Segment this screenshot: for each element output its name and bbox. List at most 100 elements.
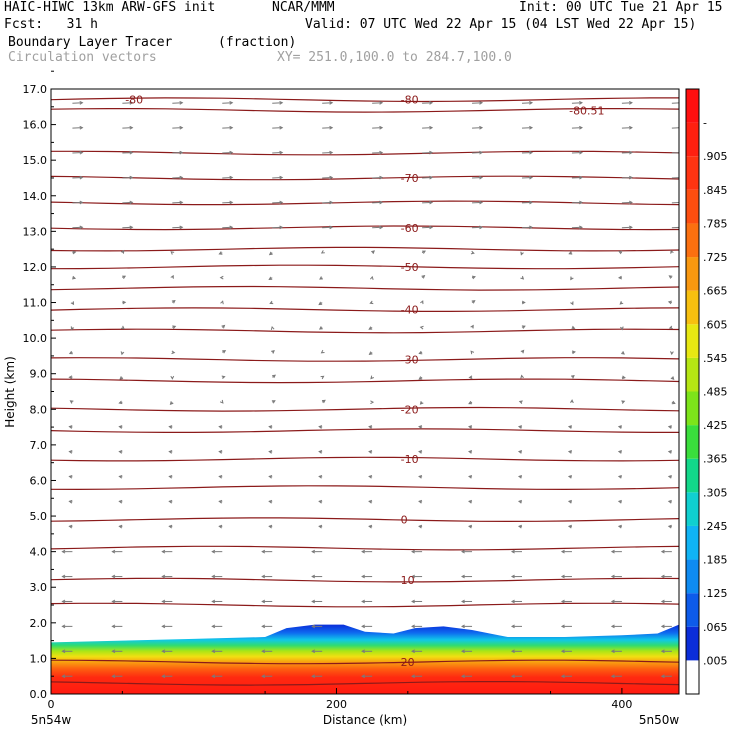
temperature-contours <box>51 97 679 686</box>
circulation-vector <box>272 125 284 130</box>
circulation-vector <box>468 524 473 529</box>
circulation-vector <box>418 524 423 529</box>
contour-line <box>51 485 679 491</box>
y-tick-label: 14.0 <box>23 190 48 203</box>
contour-line <box>51 659 679 665</box>
circulation-vector <box>72 175 84 180</box>
circulation-vector <box>111 549 123 554</box>
y-tick-label: 6.0 <box>30 474 48 487</box>
circulation-vector <box>560 599 572 604</box>
circulation-vector <box>218 251 223 255</box>
circulation-vector <box>621 225 633 230</box>
circulation-vector <box>671 400 676 405</box>
circulation-vector <box>571 125 583 130</box>
circulation-vector <box>422 150 434 155</box>
circulation-vector <box>472 175 484 180</box>
circulation-vector <box>470 350 475 355</box>
contour-label: -30 <box>401 353 419 366</box>
circulation-vector <box>520 349 525 354</box>
left-end-label: 5n54w <box>31 713 72 727</box>
y-tick-label: 2.0 <box>30 617 48 630</box>
contour-line <box>51 602 679 608</box>
cross-section-coords: XY= 251.0,100.0 to 284.7,100.0 <box>277 50 512 65</box>
circulation-vector <box>168 425 173 429</box>
circulation-vector <box>318 326 323 330</box>
circulation-vector <box>271 400 276 404</box>
circulation-vector <box>218 425 223 429</box>
circulation-vector <box>120 325 125 330</box>
circulation-vector <box>670 351 674 356</box>
circulation-vector <box>510 599 522 604</box>
circulation-vector <box>660 574 672 579</box>
circulation-vector <box>318 524 323 529</box>
circulation-vector <box>361 674 373 679</box>
circulation-vector <box>222 150 234 155</box>
circulation-vector <box>268 450 273 454</box>
circulation-vector <box>517 524 523 529</box>
circulation-vector <box>621 351 625 355</box>
circulation-vector <box>171 350 176 355</box>
y-tick-label: 13.0 <box>23 225 48 238</box>
contour-line <box>51 378 679 384</box>
circulation-vector <box>318 474 323 479</box>
colorbar-swatch <box>686 290 699 325</box>
circulation-vector <box>368 425 373 429</box>
circulation-vector <box>319 276 324 280</box>
circulation-vector <box>169 401 174 405</box>
circulation-vector <box>272 225 284 230</box>
circulation-vector <box>170 375 175 380</box>
colorbar-swatch <box>686 458 699 493</box>
contour-line <box>51 681 679 686</box>
circulation-vector <box>411 624 423 629</box>
circulation-vector <box>161 649 173 654</box>
circulation-vector <box>617 450 622 454</box>
vectors-label: Circulation vectors <box>8 50 157 65</box>
circulation-vector <box>571 350 576 355</box>
circulation-vector <box>468 499 473 504</box>
circulation-vector <box>361 624 373 629</box>
circulation-vector <box>222 200 234 205</box>
circulation-vector <box>521 200 534 205</box>
colorbar-label: .245 <box>703 520 728 533</box>
contour-line <box>51 225 679 231</box>
circulation-vector <box>70 301 75 306</box>
circulation-vector <box>461 649 473 654</box>
y-tick-label: 16.0 <box>23 119 48 132</box>
circulation-vector <box>222 100 234 105</box>
circulation-vector <box>118 425 123 429</box>
colorbar-label: - <box>703 117 707 130</box>
circulation-vector <box>521 150 534 155</box>
circulation-vector <box>261 574 273 579</box>
circulation-vector <box>268 425 273 429</box>
circulation-vector <box>68 524 73 529</box>
circulation-vector <box>272 100 284 105</box>
y-tick-label: 1.0 <box>30 652 48 665</box>
circulation-vector <box>222 350 227 354</box>
circulation-vector <box>567 524 573 529</box>
y-tick-label: 7.0 <box>30 439 48 452</box>
contour-line <box>51 108 679 113</box>
colorbar: .005 .065 .125 .185 .245 .305 .365 .425 .485 .545… <box>685 88 728 695</box>
contour-line <box>51 246 679 252</box>
circulation-vector <box>468 474 473 479</box>
circulation-vector <box>72 100 84 105</box>
circulation-vector <box>411 549 423 554</box>
colorbar-swatch <box>686 89 699 123</box>
circulation-vector <box>621 150 633 155</box>
circulation-vector <box>68 350 73 355</box>
circulation-vector <box>610 624 622 629</box>
circulation-vector <box>660 599 672 604</box>
circulation-vector <box>472 150 484 155</box>
circulation-vector <box>168 474 173 479</box>
circulation-vector <box>671 176 679 179</box>
circulation-vector <box>571 100 583 105</box>
x-tick-label: 400 <box>611 698 632 711</box>
circulation-vector <box>211 624 223 629</box>
circulation-vector <box>168 524 173 529</box>
contour-line <box>51 545 679 551</box>
circulation-vector <box>172 150 184 155</box>
y-tick-label: 12.0 <box>23 261 48 274</box>
circulation-vector <box>671 126 679 129</box>
y-tick-label: 0.0 <box>30 688 48 701</box>
